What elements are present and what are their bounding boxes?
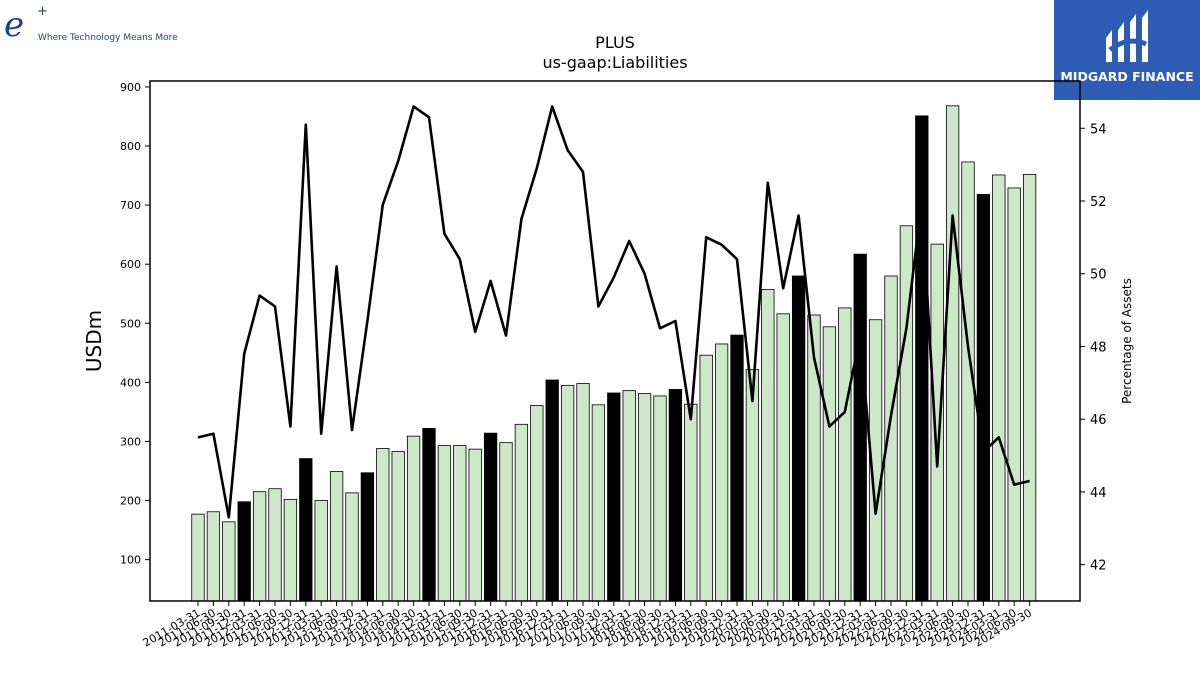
- bar-2012-09-30: [283, 498, 298, 602]
- bar-2015-03-31: [437, 445, 452, 602]
- bar-2013-09-30: [345, 492, 359, 602]
- y-tick-label: 200: [120, 495, 141, 508]
- midgard-finance-logo: MIDGARD FINANCE: [1054, 0, 1200, 100]
- y-tick-label: 100: [120, 554, 141, 567]
- logo-tagline: Where Technology Means More: [38, 33, 178, 43]
- y2-tick-label: 54: [1090, 122, 1107, 137]
- bar-2015-09-30: [468, 448, 482, 602]
- bar-2019-06-30: [699, 354, 713, 602]
- plot-frame: [149, 80, 1081, 602]
- y-tick-label: 600: [120, 258, 141, 271]
- bar-2013-12-31: [360, 472, 375, 602]
- bar-2017-12-31: [607, 392, 621, 602]
- chart-subtitle: us-gaap:Liabilities: [542, 53, 687, 72]
- bar-2018-06-30: [637, 393, 652, 602]
- bar-2016-03-31: [499, 442, 513, 602]
- bar-2013-06-30: [329, 471, 344, 602]
- bar-2019-09-30: [714, 343, 729, 602]
- y2-tick-label: 42: [1090, 559, 1107, 574]
- bar-2011-09-30: [222, 521, 236, 602]
- bar-2012-03-31: [252, 491, 267, 602]
- eplus-logo: e + Where Technology Means More: [4, 4, 178, 45]
- logo-midgard-text: MIDGARD FINANCE: [1060, 69, 1193, 84]
- y-tick-label: 700: [120, 199, 141, 212]
- y-tick-label: 800: [120, 140, 141, 153]
- y2-axis-label: Percentage of Assets: [1120, 278, 1134, 404]
- y-tick-label: 300: [120, 435, 141, 448]
- chart-title: PLUS: [595, 33, 635, 52]
- bar-2014-03-31: [376, 448, 390, 602]
- bar-2011-12-31: [237, 501, 251, 602]
- bar-2018-03-31: [622, 390, 636, 602]
- y2-tick-label: 46: [1090, 413, 1107, 428]
- bar-2023-03-31: [930, 243, 944, 602]
- bar-2011-03-31: [191, 513, 205, 602]
- bar-2020-12-31: [791, 275, 806, 602]
- bar-2016-09-30: [530, 405, 544, 602]
- bar-2014-12-31: [422, 428, 436, 602]
- bar-2020-03-31: [745, 368, 760, 602]
- bar-2023-12-31: [976, 194, 991, 602]
- bar-2015-12-31: [483, 432, 498, 602]
- bar-2019-03-31: [684, 403, 698, 602]
- bar-2021-09-30: [838, 307, 852, 602]
- y-axis-label: USDm: [82, 310, 106, 372]
- bar-2015-06-30: [453, 445, 467, 602]
- y2-tick-label: 52: [1090, 195, 1107, 210]
- y-tick-label: 400: [120, 376, 141, 389]
- bar-2023-06-30: [945, 105, 960, 602]
- bar-2020-09-30: [776, 313, 790, 602]
- bar-2018-09-30: [653, 395, 667, 602]
- bar-2017-09-30: [591, 404, 606, 602]
- bar-2021-06-30: [822, 326, 837, 602]
- bar-2022-12-31: [915, 115, 929, 602]
- midgard-mark-icon: MIDGARD FINANCE: [1060, 10, 1194, 84]
- bar-2016-12-31: [545, 379, 559, 602]
- bar-2011-06-30: [206, 511, 221, 602]
- y2-tick-label: 44: [1090, 486, 1107, 501]
- y-tick-label: 900: [120, 81, 141, 94]
- bar-2017-03-31: [560, 384, 575, 602]
- percentage-of-assets-line: [197, 105, 1030, 519]
- y-tick-label: 500: [120, 317, 141, 330]
- bar-2018-12-31: [668, 389, 683, 602]
- y2-tick-label: 50: [1090, 268, 1107, 283]
- logo-e-mark: e: [4, 5, 24, 45]
- bar-2024-09-30: [1022, 173, 1037, 602]
- bar-2016-06-30: [514, 423, 529, 602]
- bar-2021-12-31: [853, 253, 867, 602]
- bar-2017-06-30: [576, 383, 590, 602]
- bar-2014-06-30: [391, 451, 405, 602]
- bar-2024-03-31: [992, 174, 1006, 602]
- logo-plus-mark: +: [37, 4, 48, 19]
- bar-2014-09-30: [406, 435, 421, 602]
- bar-2019-12-31: [730, 334, 744, 602]
- bar-2012-12-31: [299, 458, 313, 602]
- y2-tick-label: 48: [1090, 340, 1107, 355]
- bar-2013-03-31: [314, 500, 328, 602]
- bar-2024-06-30: [1007, 187, 1021, 602]
- bar-2012-06-30: [268, 488, 282, 602]
- bar-2020-06-30: [761, 289, 775, 602]
